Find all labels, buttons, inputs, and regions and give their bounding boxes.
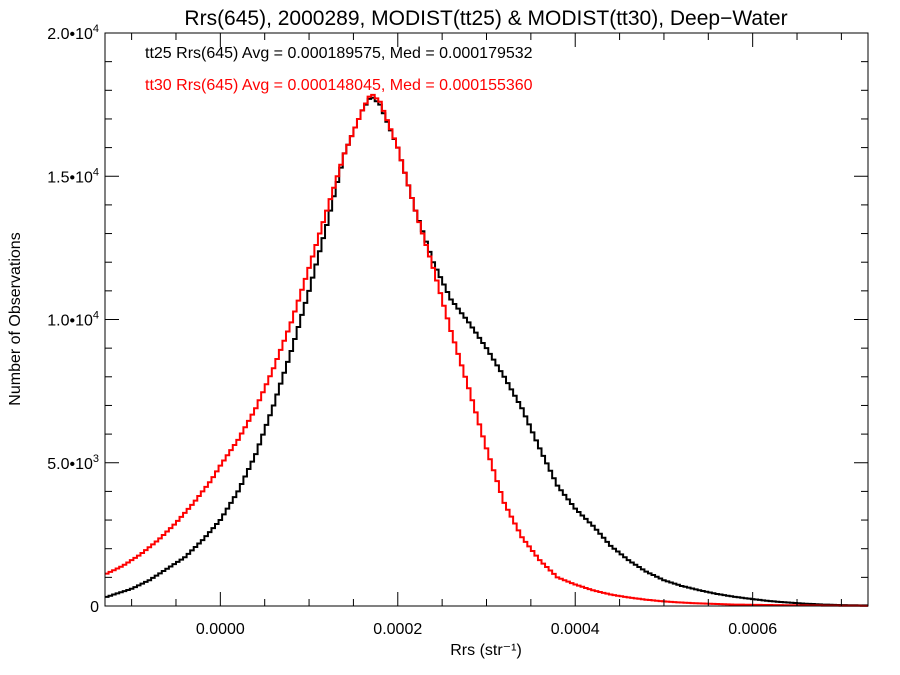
x-axis-label: Rrs (str⁻¹)	[450, 642, 522, 659]
y-tick-label: 5.0•103	[47, 453, 99, 473]
annotation-tt25: tt25 Rrs(645) Avg = 0.000189575, Med = 0…	[145, 45, 533, 62]
x-tick-label: 0.0006	[728, 621, 777, 638]
annotation-tt30: tt30 Rrs(645) Avg = 0.000148045, Med = 0…	[145, 77, 533, 94]
axis-layer: 0.0000 0.0002 0.0004 0.0006 0 5.0•103 1.0•104 1…	[47, 23, 868, 638]
series-tt25-line	[105, 96, 868, 607]
x-tick-label: 0.0002	[373, 621, 422, 638]
x-tick-label: 0.0004	[551, 621, 600, 638]
chart-title: Rrs(645), 2000289, MODIST(tt25) & MODIST…	[184, 7, 787, 30]
y-tick-label: 0	[90, 599, 99, 616]
y-tick-label: 1.5•104	[47, 166, 99, 186]
y-axis-label: Number of Observations	[7, 232, 24, 405]
x-tick-label: 0.0000	[196, 621, 245, 638]
series-layer	[105, 93, 868, 607]
y-tick-label: 1.0•104	[47, 310, 99, 330]
y-tick-label: 2.0•104	[47, 23, 99, 43]
series-tt30-line	[105, 93, 868, 607]
